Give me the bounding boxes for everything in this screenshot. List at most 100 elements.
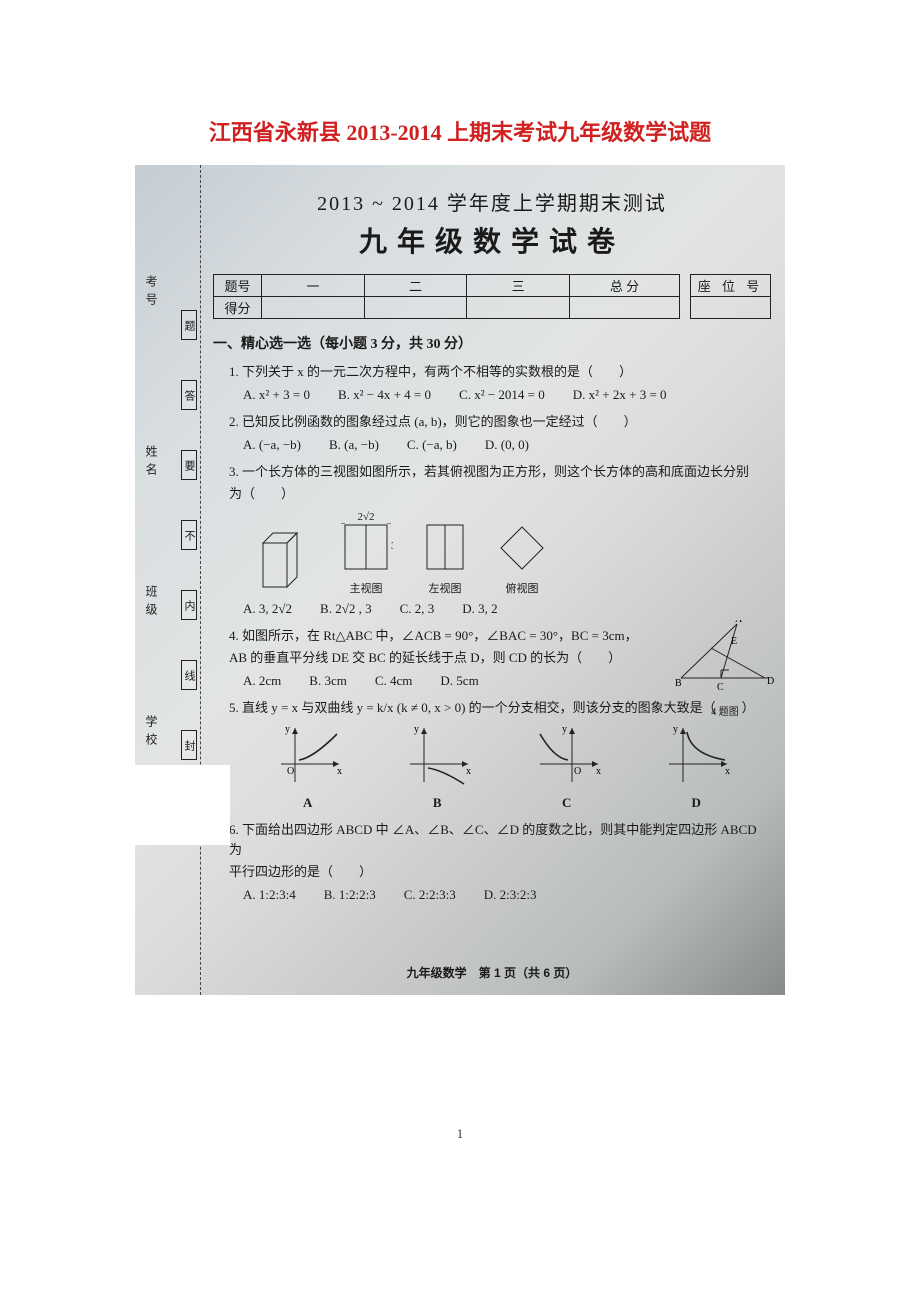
page-number: 1 (457, 1126, 464, 1142)
q6-options: A. 1:2:3:4 B. 1:2:2:3 C. 2:2:3:3 D. 2:3:… (213, 887, 771, 903)
binding-label-school: 学校 (143, 715, 160, 751)
q3-options: A. 3, 2√2 B. 2√2 , 3 C. 2, 3 D. 3, 2 (213, 601, 771, 617)
exam-title: 九年级数学试卷 (213, 220, 771, 260)
square-top-icon (497, 523, 547, 573)
graph-d-icon: xy (661, 724, 731, 786)
seal-box: 题 (181, 310, 197, 340)
cell: 得分 (214, 297, 262, 319)
q2-options: A. (−a, −b) B. (a, −b) C. (−a, b) D. (0,… (213, 437, 771, 453)
seat-blank (691, 297, 771, 319)
q3-label-top: 俯视图 (497, 580, 547, 596)
q3-stem-2: 为（ ） (213, 484, 771, 504)
graph-a-icon: xyO (273, 724, 343, 786)
q1-opt-d: D. x² + 2x + 3 = 0 (573, 387, 667, 403)
q6-stem-2: 平行四边形的是（ ） (213, 862, 771, 882)
q4-opt-a: A. 2cm (243, 673, 281, 689)
q4-opt-b: B. 3cm (309, 673, 347, 689)
q5-fig-d: xy D (661, 724, 731, 811)
binding-label-class: 班级 (143, 585, 160, 621)
q1-stem: 1. 下列关于 x 的一元二次方程中，有两个不相等的实数根的是（ ） (213, 362, 771, 382)
svg-text:y: y (285, 724, 290, 735)
page-footer: 九年级数学 第 1 页（共 6 页） (213, 964, 771, 981)
q5-figures: xyO A xy B xyO C (213, 718, 771, 811)
svg-text:O: O (287, 766, 294, 777)
graph-b-icon: xy (402, 724, 472, 786)
q5-fig-a: xyO A (273, 724, 343, 811)
seal-box: 不 (181, 520, 197, 550)
q3-opt-b: B. 2√2 , 3 (320, 601, 372, 617)
q3-fig-iso (253, 529, 309, 596)
triangle-icon: A B C D E (675, 620, 775, 698)
q1-opt-c: C. x² − 2014 = 0 (459, 387, 545, 403)
q1-opt-b: B. x² − 4x + 4 = 0 (338, 387, 431, 403)
svg-text:D: D (767, 676, 774, 687)
q2-opt-c: C. (−a, b) (407, 437, 457, 453)
q6-opt-d: D. 2:3:2:3 (484, 887, 537, 903)
q6-opt-a: A. 1:2:3:4 (243, 887, 296, 903)
svg-text:B: B (675, 678, 682, 689)
seat-table: 座 位 号 (690, 274, 771, 319)
graph-c-icon: x y O (532, 724, 602, 786)
cell (262, 297, 365, 319)
svg-text:E: E (731, 636, 737, 647)
exam-subtitle: 2013 ~ 2014 学年度上学期期末测试 (213, 187, 771, 216)
q2-opt-a: A. (−a, −b) (243, 437, 301, 453)
svg-text:x: x (596, 766, 601, 777)
q2-opt-b: B. (a, −b) (329, 437, 379, 453)
q3-opt-c: C. 2, 3 (400, 601, 435, 617)
svg-text:C: C (717, 682, 724, 693)
q3-dim-w: 2√2 (339, 511, 393, 523)
seal-box: 答 (181, 380, 197, 410)
cuboid-icon (253, 529, 309, 591)
q3-fig-top: 俯视图 (497, 523, 547, 596)
q5-lbl-b: B (402, 795, 472, 811)
q3-label-main: 主视图 (339, 580, 393, 596)
exam-content: 2013 ~ 2014 学年度上学期期末测试 九年级数学试卷 题号 一 二 三 … (213, 175, 771, 987)
svg-text:x: x (725, 766, 730, 777)
rect-left-icon (423, 523, 467, 573)
q4-block: 4. 如图所示，在 Rt△ABC 中，∠ACB = 90°，∠BAC = 30°… (213, 626, 771, 689)
q3-label-left: 左视图 (423, 580, 467, 596)
q3-opt-a: A. 3, 2√2 (243, 601, 292, 617)
binding-label-examno: 考号 (143, 275, 160, 311)
rect-main-icon: 3 (339, 523, 393, 573)
seal-box: 线 (181, 660, 197, 690)
q3-dim-h: 3 (391, 540, 393, 552)
section-1-title: 一、精心选一选（每小题 3 分，共 30 分） (213, 333, 771, 353)
cell: 一 (262, 275, 365, 297)
q6-opt-c: C. 2:2:3:3 (404, 887, 456, 903)
binding-label-name: 姓名 (143, 445, 160, 481)
score-table: 题号 一 二 三 总 分 得分 (213, 274, 680, 319)
white-patch (135, 765, 230, 845)
q5-lbl-a: A (273, 795, 343, 811)
q5-fig-c: x y O C (532, 724, 602, 811)
cell (570, 297, 680, 319)
binding-margin: 考号 姓名 班级 学校 题 答 要 不 内 线 封 密 (135, 165, 201, 995)
q1-options: A. x² + 3 = 0 B. x² − 4x + 4 = 0 C. x² −… (213, 387, 771, 403)
q5-lbl-c: C (532, 795, 602, 811)
table-row: 得分 (214, 297, 680, 319)
svg-text:y: y (562, 724, 567, 735)
q3-stem: 3. 一个长方体的三视图如图所示，若其俯视图为正方形，则这个长方体的高和底面边长… (213, 462, 771, 482)
q1-opt-a: A. x² + 3 = 0 (243, 387, 310, 403)
q3-opt-d: D. 3, 2 (462, 601, 497, 617)
seal-box: 封 (181, 730, 197, 760)
svg-text:O: O (574, 766, 581, 777)
q4-opt-c: C. 4cm (375, 673, 413, 689)
seat-label: 座 位 号 (691, 275, 771, 297)
q3-figures: 2√2 3 主视图 左视图 (213, 511, 771, 596)
table-row: 题号 一 二 三 总 分 (214, 275, 680, 297)
q6-opt-b: B. 1:2:2:3 (324, 887, 376, 903)
q5-fig-b: xy B (402, 724, 472, 811)
q4-figure: A B C D E 4 题图 (675, 620, 775, 698)
score-seat-row: 题号 一 二 三 总 分 得分 座 位 号 (213, 274, 771, 319)
cell: 三 (467, 275, 570, 297)
q6-stem-1: 6. 下面给出四边形 ABCD 中 ∠A、∠B、∠C、∠D 的度数之比，则其中能… (213, 820, 771, 860)
q5-lbl-d: D (661, 795, 731, 811)
document-title: 江西省永新县 2013-2014 上期末考试九年级数学试题 (0, 0, 920, 147)
cell: 总 分 (570, 275, 680, 297)
svg-text:x: x (466, 766, 471, 777)
q2-opt-d: D. (0, 0) (485, 437, 529, 453)
cell (467, 297, 570, 319)
cell (364, 297, 467, 319)
